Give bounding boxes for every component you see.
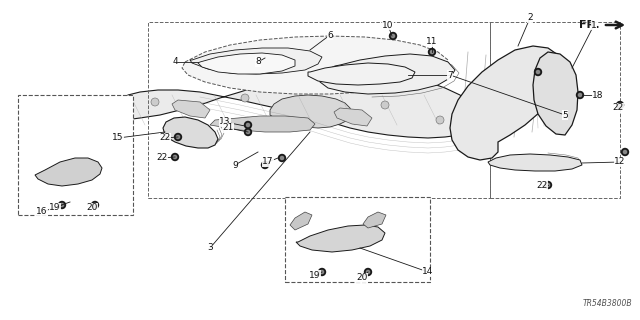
Circle shape — [246, 124, 250, 127]
Circle shape — [616, 101, 623, 108]
Text: 18: 18 — [592, 91, 604, 100]
Circle shape — [177, 135, 180, 139]
Text: 9: 9 — [232, 161, 238, 170]
Circle shape — [244, 122, 252, 129]
Text: 17: 17 — [262, 157, 274, 166]
Polygon shape — [210, 116, 315, 132]
Text: 20: 20 — [356, 274, 368, 283]
Text: 2: 2 — [527, 13, 533, 22]
Text: 7: 7 — [447, 70, 453, 79]
Polygon shape — [172, 100, 210, 118]
Circle shape — [244, 129, 252, 135]
Circle shape — [577, 92, 584, 99]
Circle shape — [92, 202, 99, 209]
Text: 3: 3 — [207, 244, 213, 252]
Circle shape — [365, 268, 371, 276]
Text: 20: 20 — [86, 204, 98, 212]
Polygon shape — [163, 117, 218, 148]
Text: 16: 16 — [36, 207, 48, 217]
Polygon shape — [190, 48, 322, 74]
Circle shape — [436, 116, 444, 124]
Circle shape — [392, 35, 395, 37]
Polygon shape — [533, 52, 578, 135]
Circle shape — [390, 33, 397, 39]
Polygon shape — [334, 108, 372, 126]
Circle shape — [173, 156, 177, 159]
Text: 14: 14 — [422, 268, 434, 276]
Text: FR.: FR. — [579, 20, 600, 30]
Text: 22: 22 — [612, 103, 623, 113]
Text: 21: 21 — [222, 124, 234, 132]
Text: 11: 11 — [426, 37, 438, 46]
Text: TR54B3800B: TR54B3800B — [582, 299, 632, 308]
Circle shape — [367, 270, 369, 274]
Polygon shape — [110, 74, 483, 138]
Circle shape — [618, 103, 621, 107]
Polygon shape — [308, 63, 415, 85]
Circle shape — [151, 98, 159, 106]
Polygon shape — [270, 95, 352, 128]
Text: 12: 12 — [614, 157, 626, 166]
Circle shape — [621, 148, 628, 156]
Text: 19: 19 — [49, 204, 61, 212]
Circle shape — [429, 49, 435, 55]
Circle shape — [93, 204, 97, 207]
Polygon shape — [450, 46, 562, 160]
Circle shape — [545, 181, 552, 188]
Circle shape — [579, 93, 582, 97]
Circle shape — [175, 133, 182, 140]
Text: 5: 5 — [562, 110, 568, 119]
Text: 4: 4 — [172, 58, 178, 67]
Circle shape — [623, 150, 627, 154]
Polygon shape — [320, 54, 455, 94]
Circle shape — [534, 68, 541, 76]
Text: 19: 19 — [309, 270, 321, 279]
Circle shape — [431, 51, 433, 53]
Circle shape — [246, 131, 250, 133]
Circle shape — [278, 155, 285, 162]
Circle shape — [321, 270, 324, 274]
Polygon shape — [296, 225, 385, 252]
Text: 10: 10 — [382, 20, 394, 29]
Polygon shape — [290, 212, 312, 230]
Text: 6: 6 — [327, 30, 333, 39]
Polygon shape — [363, 212, 386, 228]
Text: 8: 8 — [255, 58, 261, 67]
FancyBboxPatch shape — [285, 197, 430, 282]
Circle shape — [172, 154, 179, 161]
Circle shape — [280, 156, 284, 160]
FancyBboxPatch shape — [18, 95, 133, 215]
Circle shape — [262, 162, 269, 169]
Text: 1: 1 — [591, 20, 597, 29]
Circle shape — [547, 183, 550, 187]
Text: 15: 15 — [112, 133, 124, 142]
Polygon shape — [35, 158, 102, 186]
Polygon shape — [488, 154, 582, 171]
Circle shape — [536, 70, 540, 74]
Circle shape — [58, 202, 65, 209]
Polygon shape — [182, 36, 448, 94]
Circle shape — [381, 101, 389, 109]
Text: 13: 13 — [220, 117, 231, 126]
Text: 22: 22 — [536, 180, 548, 189]
Circle shape — [60, 204, 63, 207]
Circle shape — [264, 164, 267, 167]
Text: 22: 22 — [159, 133, 171, 142]
Text: 22: 22 — [156, 154, 168, 163]
Circle shape — [241, 94, 249, 102]
Circle shape — [319, 268, 326, 276]
Polygon shape — [198, 53, 295, 74]
